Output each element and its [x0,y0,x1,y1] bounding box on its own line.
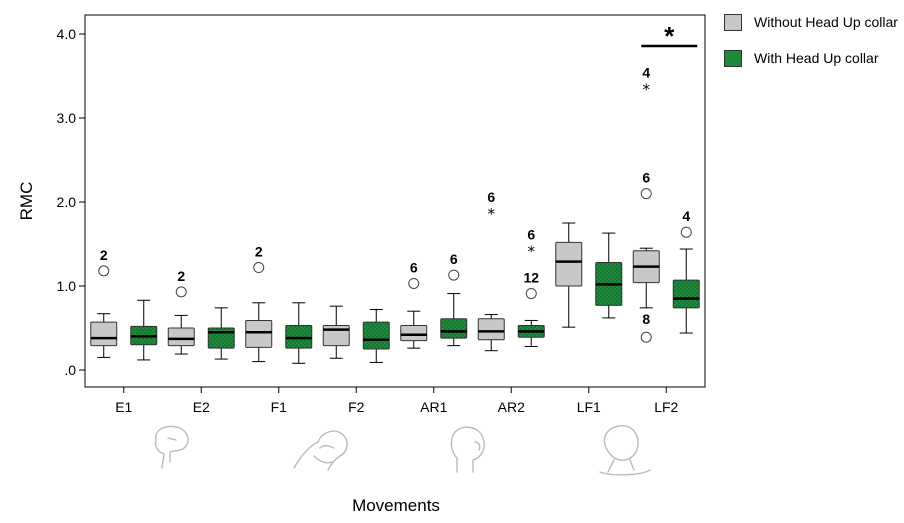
plot-area-frame [84,14,706,388]
box-body [285,324,313,349]
extreme-star: * [488,205,496,223]
outlier-label: 6 [642,170,650,186]
box-with-collar-lf2 [672,248,700,334]
box-without-collar-f1 [245,302,273,363]
x-tick-label: LF2 [654,399,678,415]
rotation-head-icon [450,426,485,473]
box-body [555,241,583,287]
lateral-flexion-head-icon [599,425,651,476]
outlier-label: 12 [523,270,539,286]
box-body [400,324,428,342]
y-axis-title: RMC [17,182,36,221]
box-series-group [90,222,700,364]
box-with-collar-ar1 [440,293,468,347]
y-tick-label: 2.0 [57,194,77,210]
box-without-collar-lf2 [632,247,660,309]
box-without-collar-lf1 [555,222,583,328]
box-body [672,279,700,309]
box-body [245,319,273,348]
outlier-point: 2 [253,244,265,274]
box-without-collar-f2 [322,305,350,359]
box-without-collar-e2 [167,314,195,355]
outlier-circle [640,188,652,200]
outlier-label: 6 [487,189,495,205]
outlier-label: 6 [527,227,535,243]
outlier-point: 2 [175,268,187,298]
box-body [440,318,468,339]
outlier-point: 12 [523,270,539,300]
outlier-point: 6 [448,251,460,281]
legend-label: With Head Up collar [754,50,879,66]
box-without-collar-ar2 [477,314,505,352]
x-axis-title: Movements [352,496,440,515]
outlier-label: 4 [682,208,690,224]
outlier-circle [253,262,265,274]
y-axis: .0 1.0 2.0 3.0 4.0 [57,26,85,378]
outlier-point: *6 [527,227,535,261]
extension-head-icon [154,425,189,469]
y-tick-label: .0 [64,362,76,378]
x-tick-label: E1 [115,399,132,415]
legend-label: Without Head Up collar [754,14,898,30]
box-with-collar-e1 [130,299,158,361]
box-without-collar-ar1 [400,310,428,349]
outlier-point: 6 [408,259,420,289]
legend-item-without-collar: Without Head Up collar [722,10,904,34]
extreme-star: * [643,81,651,99]
legend: Without Head Up collar With Head Up coll… [722,10,904,70]
box-with-collar-lf1 [595,232,623,319]
outlier-label: 2 [177,268,185,284]
box-body [90,321,118,347]
box-with-collar-f1 [285,302,313,364]
head-illustrations [154,425,651,476]
x-axis: E1 E2 F1 F2 AR1 AR2 LF1 LF2 [115,387,679,415]
outlier-circle [175,286,187,298]
y-tick-label: 3.0 [57,110,77,126]
y-tick-label: 1.0 [57,278,77,294]
y-tick-label: 4.0 [57,26,77,42]
outlier-label: 6 [450,251,458,267]
outlier-circle [680,226,692,238]
significance-star: * [664,21,675,51]
outlier-point: 8 [640,311,652,343]
outlier-circle [640,331,652,343]
outlier-circle [448,269,460,281]
outlier-label: 4 [642,65,650,81]
box-body [362,321,390,350]
significance-group: * [641,21,698,51]
outlier-label: 2 [100,247,108,263]
outlier-circle [98,265,110,277]
x-tick-label: LF1 [577,399,601,415]
legend-swatch-gray [724,14,742,31]
outlier-point: 6 [640,170,652,200]
box-body [167,327,195,347]
outlier-point: 2 [98,247,110,277]
box-with-collar-e2 [207,307,235,360]
outlier-point: 4 [680,208,692,238]
outlier-circle [525,288,537,300]
legend-swatch-green [724,50,742,67]
legend-item-with-collar: With Head Up collar [722,46,904,70]
x-tick-label: F2 [348,399,365,415]
x-tick-label: AR1 [420,399,447,415]
box-with-collar-ar2 [517,319,545,347]
flexion-head-icon [293,430,348,471]
outlier-point: *6 [487,189,495,223]
outlier-label: 8 [642,311,650,327]
box-without-collar-e1 [90,313,118,358]
x-tick-label: AR2 [498,399,525,415]
outlier-circle [408,277,420,289]
box-body [477,318,505,341]
x-tick-label: E2 [193,399,210,415]
box-with-collar-f2 [362,309,390,363]
x-tick-label: F1 [271,399,288,415]
outlier-label: 2 [255,244,263,260]
outlier-point: *4 [642,65,650,99]
extreme-star: * [528,243,536,261]
outlier-label: 6 [410,259,418,275]
